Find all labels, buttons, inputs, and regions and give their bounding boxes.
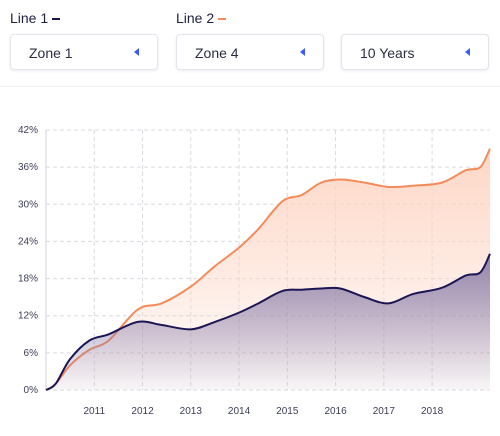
y-tick-label: 36%	[18, 162, 38, 173]
zone-select-1[interactable]: Zone 1	[10, 34, 158, 70]
period-select-value: 10 Years	[360, 45, 415, 61]
zone-select-2-value: Zone 4	[195, 45, 239, 61]
caret-left-icon	[465, 48, 470, 56]
x-tick-label: 2017	[373, 406, 396, 417]
x-tick-label: 2012	[131, 406, 154, 417]
legend-swatch-line1	[52, 18, 61, 21]
y-tick-label: 30%	[18, 199, 38, 210]
x-tick-label: 2013	[180, 406, 203, 417]
y-tick-label: 12%	[18, 311, 38, 322]
legend-item-line1: Line 1	[10, 10, 61, 26]
y-tick-label: 6%	[24, 348, 39, 359]
x-tick-label: 2011	[84, 406, 106, 417]
period-select[interactable]: 10 Years	[341, 34, 489, 70]
x-tick-label: 2014	[228, 406, 251, 417]
series-line-line-1	[45, 253, 491, 391]
legend: Line 1 Line 2	[10, 10, 490, 30]
legend-label-line1: Line 1	[10, 10, 49, 26]
y-tick-label: 0%	[24, 385, 39, 396]
x-tick-label: 2016	[324, 406, 347, 417]
x-tick-label: 2018	[421, 406, 444, 417]
divider	[0, 86, 500, 87]
legend-label-line2: Line 2	[176, 10, 215, 26]
zone-select-1-value: Zone 1	[29, 45, 73, 61]
zone-select-2[interactable]: Zone 4	[176, 34, 324, 70]
caret-left-icon	[134, 48, 139, 56]
y-tick-label: 18%	[18, 274, 38, 285]
x-tick-label: 2015	[276, 406, 299, 417]
legend-item-line2: Line 2	[176, 10, 227, 26]
y-tick-label: 24%	[18, 236, 38, 247]
series-area-line-1	[46, 253, 490, 390]
y-tick-label: 42%	[18, 125, 38, 136]
area-chart: 0% 6% 12% 18% 24% 30% 36% 42% 2011 2012 2013 2014 20…	[18, 125, 491, 417]
caret-left-icon	[300, 48, 305, 56]
legend-swatch-line2	[218, 18, 227, 21]
